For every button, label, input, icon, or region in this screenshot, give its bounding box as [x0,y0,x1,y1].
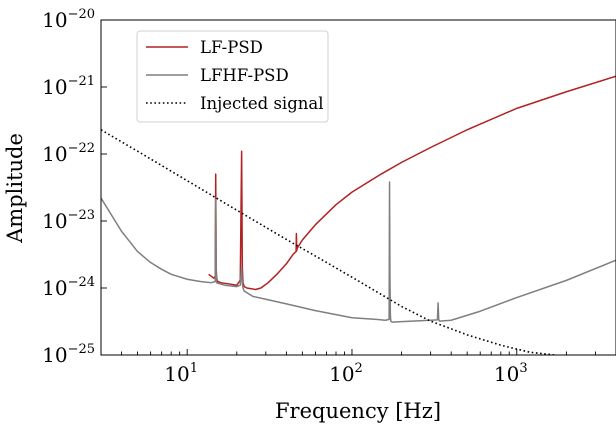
x-axis-label: Frequency [Hz] [275,399,441,423]
legend-box [136,30,329,123]
legend: LF-PSD LFHF-PSD Injected signal [136,30,329,123]
tick-layer: 101 102 103 10−25 10−24 10−23 10−22 10−21 10−20 [42,7,616,386]
legend-label-lfhf-psd: LFHF-PSD [200,66,289,85]
series-line-injected-signal [101,129,555,355]
x-tick-label: 102 [329,361,363,386]
x-tick-label: 103 [494,361,528,386]
axes-frame [100,19,616,356]
legend-label-lf-psd: LF-PSD [200,38,263,57]
x-tick-label: 101 [164,361,198,386]
y-axis-label: Amplitude [3,133,27,244]
y-tick-label: 10−22 [42,141,95,166]
y-tick-label: 10−24 [42,275,95,300]
plot-area: 101 102 103 10−25 10−24 10−23 10−22 10−21 10−20 [42,7,616,386]
y-tick-label: 10−20 [42,7,95,32]
y-tick-label: 10−21 [42,74,95,99]
series-layer [101,75,616,355]
y-tick-label: 10−25 [42,342,95,367]
y-tick-label: 10−23 [42,208,95,233]
series-line-lfhf-psd [101,181,616,323]
legend-label-injected-signal: Injected signal [200,94,324,113]
series-line-lf-psd [208,75,616,291]
